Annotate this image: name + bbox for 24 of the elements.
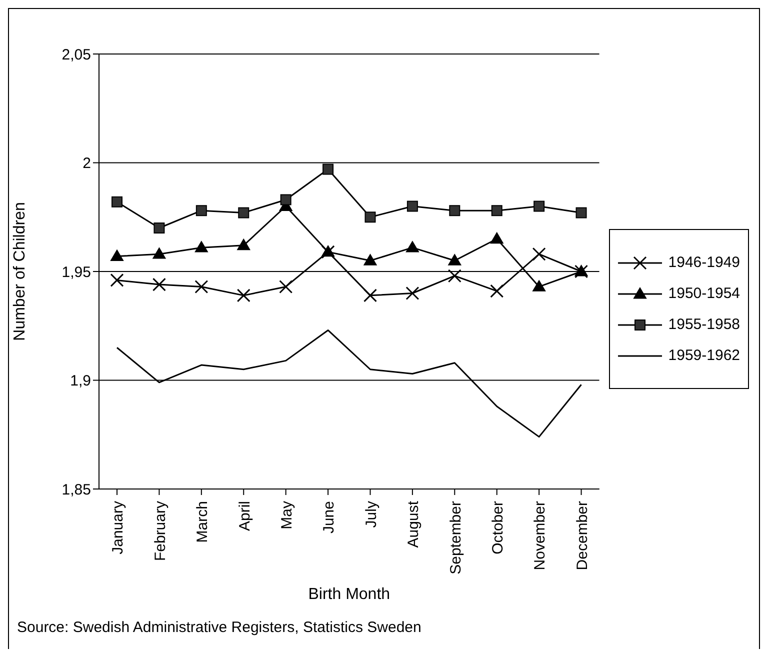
x-tick-label: October	[490, 501, 507, 554]
y-tick-label: 1,85	[62, 481, 91, 498]
y-tick-label: 1,9	[70, 372, 91, 390]
y-axis-title: Number of Children	[12, 202, 29, 341]
y-tick-label: 2	[82, 155, 91, 172]
y-tick-label: 1,95	[62, 264, 91, 281]
x-tick-label: February	[152, 500, 169, 562]
legend-label: 1955-1958	[668, 316, 740, 333]
source-note: Source: Swedish Administrative Registers, Statistics Sweden	[17, 619, 422, 636]
legend-label: 1959-1962	[668, 347, 740, 364]
x-axis-title: Birth Month	[308, 586, 390, 603]
x-tick-label: December	[574, 501, 591, 570]
legend-label: 1946-1949	[668, 254, 740, 271]
y-tick-label: 2,05	[62, 46, 91, 64]
x-tick-label: July	[362, 500, 380, 528]
x-tick-label: June	[320, 501, 338, 534]
x-tick-label: January	[110, 500, 127, 554]
x-tick-label: April	[236, 501, 254, 532]
x-tick-label: September	[447, 500, 464, 574]
x-tick-label: August	[405, 500, 422, 548]
x-tick-label: May	[278, 500, 296, 530]
x-tick-label: March	[194, 501, 212, 543]
x-tick-label: November	[532, 501, 549, 570]
legend-label: 1950-1954	[668, 285, 740, 302]
